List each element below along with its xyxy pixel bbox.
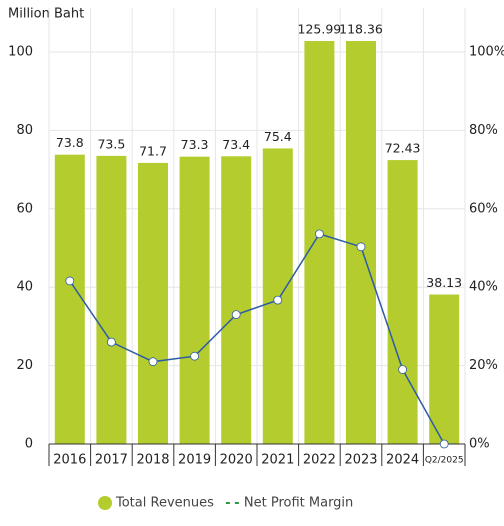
bar [179, 156, 210, 444]
value-label: 73.5 [97, 136, 125, 151]
x-tick-label: 2016 [53, 453, 86, 468]
bar [429, 294, 460, 444]
y-tick-label: 40 [16, 280, 33, 295]
y2-tick-label: 40% [469, 280, 498, 295]
line-point [439, 439, 449, 449]
line [69, 233, 445, 445]
y2-tick-label: 0% [469, 437, 490, 452]
value-label: 118.36 [339, 22, 383, 37]
value-label: 71.7 [139, 143, 167, 158]
value-label: 125.99 [298, 22, 342, 37]
legend-label: Net Profit Margin [244, 496, 353, 511]
y2-tick-label: 60% [469, 201, 498, 216]
y-tick-label: 100 [8, 45, 33, 60]
x-tick-label: 2022 [303, 453, 336, 468]
x-tick-label: 2017 [95, 453, 128, 468]
bar [387, 160, 418, 444]
line-point [398, 365, 408, 374]
line-point [190, 351, 200, 361]
y-tick-label: 60 [16, 201, 33, 216]
x-tick-label: 2020 [220, 453, 253, 468]
bar [304, 41, 335, 444]
x-tick-label: Q2/2025 [425, 456, 464, 466]
x-tick-label: 2018 [136, 453, 169, 468]
x-tick-label: 2019 [178, 453, 211, 468]
value-label: 72.43 [385, 141, 421, 156]
value-label: 73.4 [222, 137, 250, 152]
bar [54, 154, 85, 445]
x-tick-label: 2024 [386, 453, 419, 468]
y2-tick-label: 80% [469, 123, 498, 138]
bar [138, 162, 168, 444]
line-point [107, 337, 116, 347]
y2-tick-label: 100% [469, 45, 504, 60]
y-tick-label: 20 [16, 358, 33, 373]
x-tick-label: 2021 [261, 453, 294, 468]
value-label: 73.8 [56, 135, 84, 150]
y-tick-label: 0 [25, 437, 33, 452]
line-point [65, 276, 75, 286]
bar [96, 155, 127, 444]
legend-label: Total Revenues [115, 496, 214, 511]
bar [221, 156, 252, 444]
line-point [314, 229, 324, 239]
x-tick-label: 2023 [344, 453, 377, 468]
line-point [148, 357, 158, 367]
y-tick-label: 80 [16, 123, 33, 138]
legend-marker [98, 496, 112, 510]
line-point [273, 295, 283, 305]
y-axis-label: Million Baht [8, 7, 84, 22]
line-point [231, 310, 241, 320]
value-label: 75.4 [264, 129, 292, 144]
y2-tick-label: 20% [469, 358, 498, 373]
value-label: 73.3 [181, 137, 209, 152]
line-point [356, 242, 366, 252]
value-label: 38.13 [426, 275, 462, 290]
bar [346, 41, 376, 444]
